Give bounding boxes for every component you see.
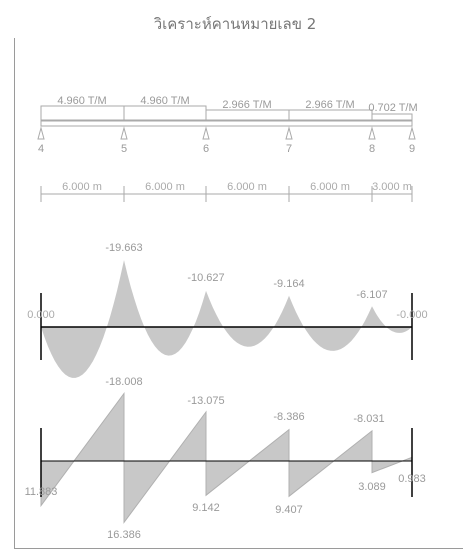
shear-label: -13.075: [187, 395, 224, 407]
support-triangle: [202, 126, 210, 140]
load-label: 2.966 T/M: [222, 99, 271, 111]
moment-label: -0.000: [396, 309, 427, 321]
shear-label: 0.983: [398, 473, 426, 485]
shear-label: 3.089: [358, 481, 386, 493]
span-label: 6.000 m: [145, 181, 185, 193]
span-label: 6.000 m: [62, 181, 102, 193]
moment-label: -6.107: [356, 289, 387, 301]
load-block: [123, 105, 207, 121]
support-label: 6: [203, 143, 209, 155]
support-triangle: [368, 126, 376, 140]
span-label: 3.000 m: [372, 181, 412, 193]
moment-label: -19.663: [105, 242, 142, 254]
moment-label: 0.000: [27, 309, 55, 321]
moment-label: -10.627: [187, 272, 224, 284]
shear-label: 9.142: [192, 502, 220, 514]
load-block: [40, 105, 125, 121]
load-block: [205, 109, 290, 121]
support-triangle: [37, 126, 45, 140]
span-label: 6.000 m: [227, 181, 267, 193]
shear-label: -8.031: [353, 413, 384, 425]
support-layer: 4 5 6 7 8 9: [37, 126, 416, 155]
load-block: [371, 113, 413, 121]
load-label: 4.960 T/M: [140, 95, 189, 107]
load-block: [288, 109, 373, 121]
moment-area: [41, 260, 412, 378]
shear-label: 16.386: [107, 529, 141, 541]
support-label: 7: [286, 143, 292, 155]
dimension-layer: 6.000 m 6.000 m 6.000 m 6.000 m 3.000 m: [40, 181, 413, 202]
shear-label: -18.008: [105, 376, 142, 388]
support-label: 8: [369, 143, 375, 155]
shear-diagram: 11.883 -18.008 16.386 -13.075 9.142 -8.386 9.4…: [25, 376, 426, 541]
support-triangle: [120, 126, 128, 140]
beam-layer: [40, 120, 413, 127]
shear-label: 9.407: [275, 504, 303, 516]
support-triangle: [285, 126, 293, 140]
load-label: 2.966 T/M: [305, 99, 354, 111]
moment-diagram: 0.000 -19.663 -10.627 -9.164 -6.107 -0.000: [27, 242, 428, 378]
span-label: 6.000 m: [310, 181, 350, 193]
moment-label: -9.164: [273, 278, 304, 290]
page-title: วิเคราะห์คานหมายเลข 2: [153, 15, 317, 33]
support-label: 9: [409, 143, 415, 155]
drawing-frame: [14, 38, 463, 549]
load-label: 0.702 T/M: [368, 102, 417, 114]
support-label: 5: [121, 143, 127, 155]
load-layer: 4.960 T/M 4.960 T/M 2.966 T/M 2.966 T/M …: [40, 95, 418, 121]
support-triangle: [408, 126, 416, 140]
shear-label: 11.883: [25, 486, 58, 498]
load-label: 4.960 T/M: [57, 95, 106, 107]
beam-line: [40, 120, 413, 127]
support-label: 4: [38, 143, 44, 155]
shear-label: -8.386: [273, 411, 304, 423]
